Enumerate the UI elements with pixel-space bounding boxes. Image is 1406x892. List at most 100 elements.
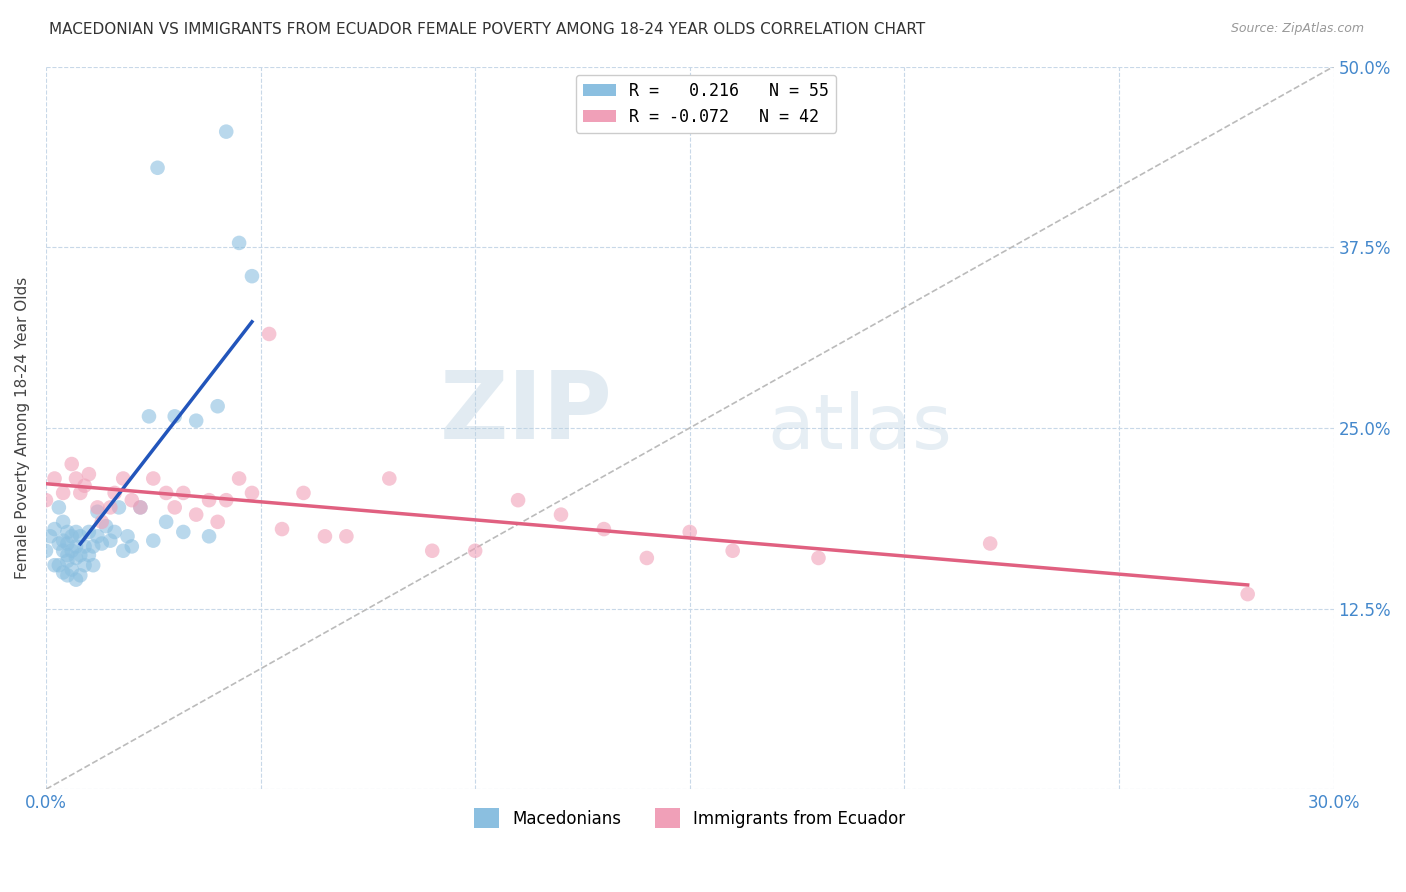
Point [52, 543, 75, 558]
Point [207, 399, 229, 413]
Point [65, 551, 87, 566]
Point [271, 522, 294, 536]
Point [121, 493, 143, 508]
Point [129, 500, 152, 515]
Point [60, 529, 83, 543]
Text: atlas: atlas [768, 391, 952, 465]
Point [52, 533, 75, 548]
Point [44, 471, 66, 485]
Point [550, 508, 572, 522]
Point [44, 522, 66, 536]
Point [82, 540, 104, 554]
Point [56, 536, 79, 550]
Point [215, 493, 238, 508]
Point [56, 548, 79, 562]
Text: Source: ZipAtlas.com: Source: ZipAtlas.com [1230, 22, 1364, 36]
Point [240, 269, 263, 284]
Point [112, 543, 135, 558]
Legend: Macedonians, Immigrants from Ecuador: Macedonians, Immigrants from Ecuador [468, 801, 912, 835]
Point [60, 457, 83, 471]
Point [807, 551, 830, 566]
Point [60, 563, 83, 577]
Point [314, 529, 336, 543]
Point [44, 558, 66, 573]
Point [73, 479, 96, 493]
Point [69, 568, 91, 582]
Point [146, 161, 169, 175]
Point [104, 486, 127, 500]
Point [77, 548, 100, 562]
Point [90, 515, 112, 529]
Point [52, 515, 75, 529]
Point [163, 409, 186, 424]
Point [108, 500, 131, 515]
Point [65, 471, 87, 485]
Point [129, 500, 152, 515]
Point [73, 558, 96, 573]
Point [48, 558, 70, 573]
Point [1236, 587, 1258, 601]
Point [73, 540, 96, 554]
Point [292, 486, 315, 500]
Point [52, 566, 75, 580]
Point [98, 533, 121, 548]
Point [82, 558, 104, 573]
Point [56, 524, 79, 539]
Point [112, 471, 135, 485]
Point [138, 409, 160, 424]
Point [207, 515, 229, 529]
Text: ZIP: ZIP [440, 368, 613, 459]
Point [86, 529, 108, 543]
Point [172, 524, 194, 539]
Point [69, 486, 91, 500]
Point [464, 543, 486, 558]
Point [77, 524, 100, 539]
Point [979, 536, 1001, 550]
Text: MACEDONIAN VS IMMIGRANTS FROM ECUADOR FEMALE POVERTY AMONG 18-24 YEAR OLDS CORRE: MACEDONIAN VS IMMIGRANTS FROM ECUADOR FE… [49, 22, 925, 37]
Point [117, 529, 139, 543]
Point [335, 529, 357, 543]
Point [721, 543, 744, 558]
Point [48, 500, 70, 515]
Point [98, 500, 121, 515]
Point [94, 519, 117, 533]
Point [65, 573, 87, 587]
Y-axis label: Female Poverty Among 18-24 Year Olds: Female Poverty Among 18-24 Year Olds [15, 277, 30, 579]
Point [240, 486, 263, 500]
Point [228, 235, 250, 250]
Point [215, 125, 238, 139]
Point [679, 524, 702, 539]
Point [77, 467, 100, 482]
Point [69, 529, 91, 543]
Point [69, 548, 91, 562]
Point [56, 554, 79, 568]
Point [104, 524, 127, 539]
Point [60, 543, 83, 558]
Point [56, 568, 79, 582]
Point [86, 500, 108, 515]
Point [593, 522, 616, 536]
Point [65, 524, 87, 539]
Point [48, 536, 70, 550]
Point [420, 543, 443, 558]
Point [142, 533, 165, 548]
Point [35, 543, 58, 558]
Point [155, 486, 177, 500]
Point [65, 540, 87, 554]
Point [228, 471, 250, 485]
Point [39, 529, 62, 543]
Point [186, 508, 208, 522]
Point [172, 486, 194, 500]
Point [163, 500, 186, 515]
Point [257, 326, 280, 341]
Point [186, 414, 208, 428]
Point [52, 486, 75, 500]
Point [155, 515, 177, 529]
Point [198, 529, 221, 543]
Point [86, 505, 108, 519]
Point [90, 536, 112, 550]
Point [35, 493, 58, 508]
Point [636, 551, 658, 566]
Point [378, 471, 401, 485]
Point [506, 493, 529, 508]
